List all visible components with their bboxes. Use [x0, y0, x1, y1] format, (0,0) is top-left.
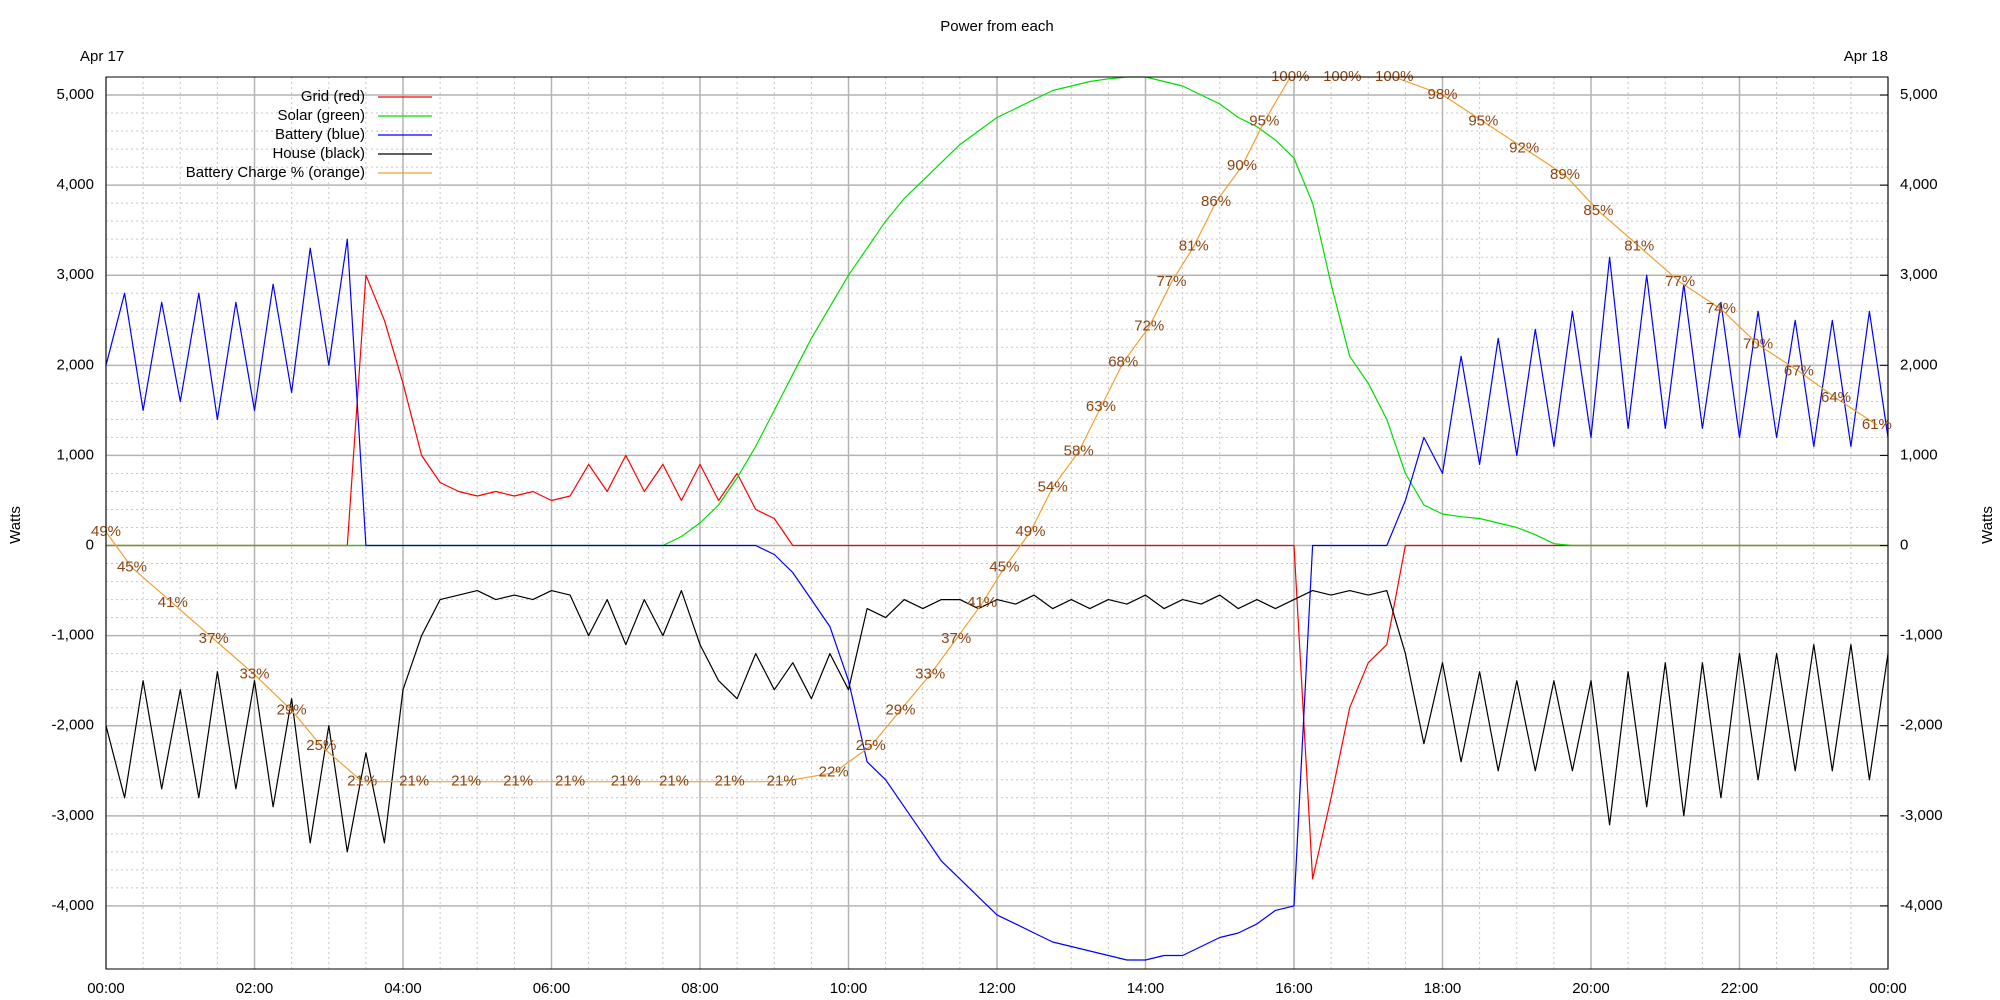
y2-tick-label: 4,000 [1900, 176, 1938, 193]
y2-tick-label: -1,000 [1900, 627, 1943, 644]
data-label: 58% [1064, 443, 1094, 460]
data-label: 45% [989, 559, 1019, 576]
legend-label: House (black) [272, 145, 365, 162]
data-label: 77% [1156, 273, 1186, 290]
data-label: 68% [1108, 353, 1138, 370]
data-label: 95% [1249, 113, 1279, 130]
data-label: 21% [659, 773, 689, 790]
data-label: 77% [1665, 273, 1695, 290]
series-line [105, 238, 1889, 961]
data-label: 61% [1862, 416, 1892, 433]
x-tick-label: 20:00 [1572, 980, 1610, 997]
data-label: 54% [1038, 478, 1068, 495]
y-tick-label: 5,000 [56, 86, 94, 103]
data-label: 21% [767, 773, 797, 790]
x-tick-label: 04:00 [384, 980, 422, 997]
data-label: 49% [1015, 523, 1045, 540]
y2-tick-label: 0 [1900, 536, 1908, 553]
end-date-label: Apr 18 [1844, 48, 1888, 65]
x-tick-label: 08:00 [681, 980, 719, 997]
data-label: 100% [1323, 68, 1361, 85]
x-tick-label: 10:00 [830, 980, 868, 997]
y-tick-label: 2,000 [56, 356, 94, 373]
data-label: 25% [856, 737, 886, 754]
data-label: 37% [941, 630, 971, 647]
y2-axis-label: Watts [1979, 506, 1996, 544]
y-tick-label: 3,000 [56, 266, 94, 283]
series-line [105, 76, 1878, 783]
data-label: 67% [1784, 362, 1814, 379]
y2-tick-label: 5,000 [1900, 86, 1938, 103]
data-label: 21% [503, 773, 533, 790]
data-label: 37% [199, 630, 229, 647]
x-tick-label: 00:00 [1869, 980, 1907, 997]
data-label: 41% [158, 594, 188, 611]
y2-tick-label: -3,000 [1900, 807, 1943, 824]
data-label: 81% [1179, 237, 1209, 254]
y-tick-label: -1,000 [51, 627, 94, 644]
y2-tick-label: 1,000 [1900, 446, 1938, 463]
data-label: 81% [1624, 237, 1654, 254]
y-tick-label: 1,000 [56, 446, 94, 463]
data-label: 21% [451, 773, 481, 790]
x-tick-label: 16:00 [1275, 980, 1313, 997]
data-label: 25% [306, 737, 336, 754]
start-date-label: Apr 17 [80, 48, 124, 65]
data-label: 100% [1375, 68, 1413, 85]
data-label: 63% [1086, 398, 1116, 415]
x-tick-label: 22:00 [1721, 980, 1759, 997]
data-label: 33% [915, 666, 945, 683]
data-label: 100% [1271, 68, 1309, 85]
data-label: 72% [1134, 318, 1164, 335]
data-label: 21% [399, 773, 429, 790]
x-tick-label: 02:00 [236, 980, 274, 997]
x-tick-label: 14:00 [1127, 980, 1165, 997]
data-label: 95% [1468, 113, 1498, 130]
y2-tick-label: -4,000 [1900, 897, 1943, 914]
y-tick-label: 4,000 [56, 176, 94, 193]
series-line [105, 590, 1889, 853]
x-tick-label: 12:00 [978, 980, 1016, 997]
data-label: 86% [1201, 193, 1231, 210]
data-label: 45% [117, 559, 147, 576]
x-tick-label: 06:00 [533, 980, 571, 997]
y2-tick-label: 2,000 [1900, 356, 1938, 373]
y2-tick-label: 3,000 [1900, 266, 1938, 283]
data-label: 85% [1583, 202, 1613, 219]
y-tick-label: -2,000 [51, 717, 94, 734]
data-label: 89% [1550, 166, 1580, 183]
x-tick-label: 18:00 [1424, 980, 1462, 997]
data-label: 22% [819, 764, 849, 781]
data-label: 64% [1821, 389, 1851, 406]
legend-label: Battery (blue) [275, 126, 365, 143]
x-tick-label: 00:00 [87, 980, 125, 997]
legend-label: Solar (green) [277, 107, 365, 124]
data-label: 33% [239, 666, 269, 683]
data-label: 92% [1509, 139, 1539, 156]
legend-label: Battery Charge % (orange) [186, 164, 365, 181]
data-label: 21% [611, 773, 641, 790]
y-axis-label: Watts [7, 506, 24, 544]
y-tick-label: -4,000 [51, 897, 94, 914]
y2-tick-label: -2,000 [1900, 717, 1943, 734]
data-label: 29% [885, 701, 915, 718]
plot-border [105, 76, 1889, 970]
plot-area: 49% 45% 41% 37% 33% 29% 25% 21% 21% 21% 21% 21% 21% 2… [91, 68, 1892, 961]
data-label: 70% [1743, 336, 1773, 353]
chart-title: Power from each [940, 18, 1053, 35]
data-label: 98% [1427, 86, 1457, 103]
y-tick-label: -3,000 [51, 807, 94, 824]
data-label: 74% [1706, 300, 1736, 317]
legend: Grid (red) Solar (green) Battery (blue) Hou… [186, 88, 432, 181]
data-label: 21% [555, 773, 585, 790]
grid [105, 77, 1889, 969]
data-label: 41% [967, 594, 997, 611]
y-tick-label: 0 [86, 536, 94, 553]
data-label: 21% [715, 773, 745, 790]
data-label: 90% [1227, 157, 1257, 174]
data-label: 21% [347, 773, 377, 790]
legend-label: Grid (red) [301, 88, 365, 105]
data-label: 29% [277, 701, 307, 718]
